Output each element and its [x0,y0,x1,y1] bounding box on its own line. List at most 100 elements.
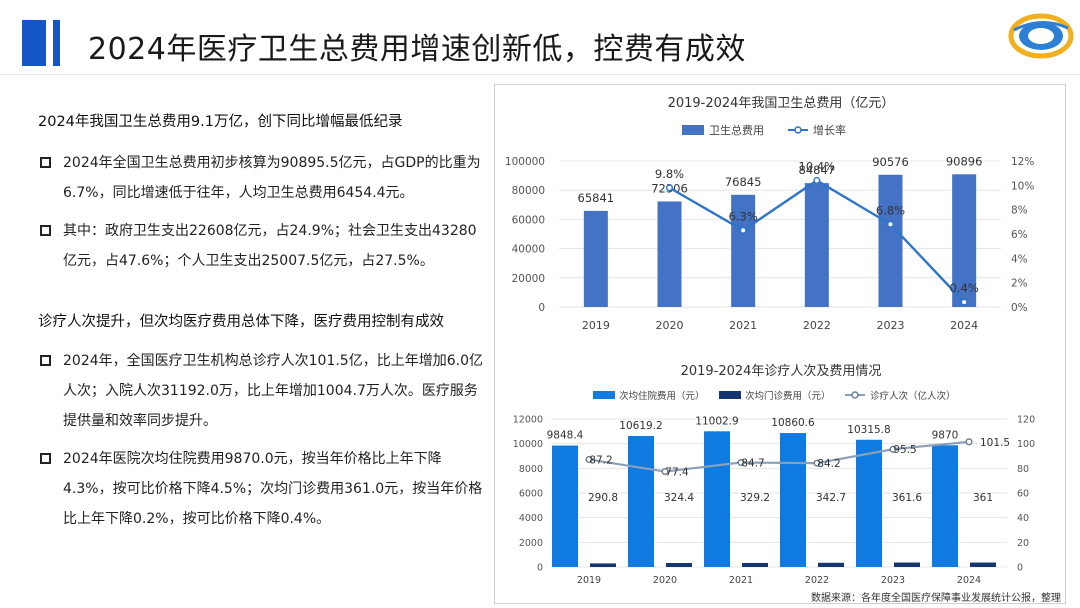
chart2-y-left-tick: 2000 [519,538,543,549]
chart2-visits-label: 77.4 [665,467,689,479]
title-accent-bar [53,20,60,66]
chart1-bar [952,174,977,307]
chart2-outpatient-bar [970,562,996,567]
chart1-growth-point [739,226,747,234]
bullet-text: 2024年医院次均住院费用9870.0元，按当年价格比上年下降4.3%，按可比价… [63,451,483,527]
chart1-growth-label: 6.3% [729,209,758,223]
chart2-y-left-tick: 8000 [519,464,543,475]
chart1-bar-label: 84847 [799,163,836,177]
chart2-outpatient-label: 361.6 [892,492,922,504]
chart2-legend-line-label: 诊疗人次（亿人次） [870,390,956,402]
chart2-outpatient-label: 361 [973,492,993,504]
chart1-y-left-tick: 100000 [505,156,545,168]
chart2-visits-point [965,438,973,446]
chart1-growth-point [886,220,895,228]
chart2-inpatient-label: 11002.9 [695,415,738,427]
chart1-x-tick: 2021 [729,319,757,332]
chart2-inpatient-label: 10619.2 [619,420,662,432]
chart2-inpatient-label: 10315.8 [847,424,890,436]
title-bar: 2024年医疗卫生总费用增速创新低，控费有成效 [22,16,982,70]
chart1-x-tick: 2020 [656,319,684,332]
chart1-y-left-tick: 60000 [512,214,545,226]
chart2-outpatient-label: 324.4 [664,492,694,504]
square-bullet-icon [40,355,51,366]
chart2-visits-label: 95.5 [893,444,916,456]
bullet-text: 2024年全国卫生总费用初步核算为90895.5亿元，占GDP的比重为6.7%，… [63,155,481,201]
chart1-title: 2019-2024年我国卫生总费用（亿元） [668,96,895,111]
chart2-visits-point [889,445,897,453]
title-accent-block [22,20,46,66]
title-divider [0,74,1080,75]
chart2-y-right-tick: 20 [1017,538,1029,549]
section1-heading: 2024年我国卫生总费用9.1万亿，创下同比增幅最低纪录 [38,114,403,130]
page-title: 2024年医疗卫生总费用增速创新低，控费有成效 [88,32,746,67]
chart2-y-left-tick: 12000 [513,415,543,426]
chart2-inpatient-label: 9870 [932,429,959,441]
chart2-x-tick: 2023 [881,575,905,586]
chart1-bar [583,210,608,307]
chart2-outpatient-label: 329.2 [740,492,770,504]
chart1-growth-label: 9.8% [655,167,684,181]
chart2-visits-label: 87.2 [589,454,612,466]
chart-panel: 2019-2024年我国卫生总费用（亿元） 卫生总费用 增长率 0 20000 40000… [494,84,1066,604]
chart2-legend-line-marker [851,391,859,399]
chart2-inpatient-bar [704,431,730,567]
chart1-bar-label: 76845 [725,175,762,189]
chart2-outpatient-label: 290.8 [588,492,618,504]
chart1-bar [731,194,756,307]
chart2-y-right-tick: 60 [1017,489,1029,500]
chart2-y-right-tick: 40 [1017,513,1029,524]
chart2-outpatient-bar [590,563,616,567]
chart1-bar-label: 65841 [578,191,615,205]
chart2-y-left-tick: 0 [537,563,543,574]
chart1-y-left-tick: 20000 [512,273,545,285]
section2-bullet-2: 2024年医院次均住院费用9870.0元，按当年价格比上年下降4.3%，按可比价… [38,444,490,534]
chart2-legend-bar1-swatch [593,391,615,399]
chart2-x-tick: 2024 [957,575,981,586]
chart2-inpatient-bar [932,445,958,567]
chart2-y-right-tick: 80 [1017,464,1029,475]
chart1-bar [878,174,903,307]
chart2-y-left-tick: 6000 [519,489,543,500]
chart1-growth-label: 6.8% [876,203,905,217]
chart2-visits-label: 101.5 [980,437,1010,449]
chart2-outpatient-bar [894,562,920,567]
chart1-legend-bar-swatch [682,125,704,135]
chart1-y-left-tick: 0 [538,302,545,314]
chart2-inpatient-bar [780,433,806,567]
chart2-y-right-tick: 0 [1017,563,1023,574]
chart1-x-tick: 2022 [803,319,831,332]
chart2-legend-bar2-label: 次均门诊费用（元） [745,390,831,402]
chart2-y-left-tick: 4000 [519,513,543,524]
chart1-growth-label: 0.4% [950,281,979,295]
chart2-inpatient-bar [856,439,882,567]
chart2-outpatient-bar [818,562,844,567]
chart1-bar-label: 90576 [872,155,909,169]
chart1-growth-point [665,184,674,192]
chart1-growth-point [960,298,968,306]
chart1-y-left-tick: 40000 [512,244,545,256]
chart1-legend-line-label: 增长率 [813,123,846,137]
square-bullet-icon [40,225,51,236]
chart2-x-tick: 2019 [577,575,601,586]
logo-icon [1008,13,1074,59]
chart1-y-left-tick: 80000 [512,185,545,197]
chart1-bar-label: 90896 [946,154,983,168]
chart2-legend-bar1-label: 次均住院费用（元） [619,390,705,402]
section1-bullet-2: 其中：政府卫生支出22608亿元，占24.9%；社会卫生支出43280亿元，占4… [38,216,490,276]
chart2-visits-point [585,455,593,464]
charts-svg: 2019-2024年我国卫生总费用（亿元）卫生总费用 增长率02000040000… [505,96,1061,604]
chart2-visits-point [813,459,821,467]
chart2-legend-bar2-swatch [719,391,741,399]
bullet-text: 其中：政府卫生支出22608亿元，占24.9%；社会卫生支出43280亿元，占4… [63,223,477,269]
section1-bullet-1: 2024年全国卫生总费用初步核算为90895.5亿元，占GDP的比重为6.7%，… [38,148,490,208]
chart1-growth-label: 10.4% [799,159,836,173]
chart2-x-tick: 2021 [729,575,753,586]
chart2-x-tick: 2020 [653,575,677,586]
chart2-visits-label: 84.7 [741,458,764,470]
chart1-bar [804,183,829,307]
chart1-y-right-tick: 6% [1011,229,1028,241]
section2-heading: 诊疗人次提升，但次均医疗费用总体下降，医疗费用控制有成效 [38,314,444,330]
chart2-outpatient-bar [666,562,692,567]
chart2-inpatient-label: 9848.4 [547,430,584,442]
